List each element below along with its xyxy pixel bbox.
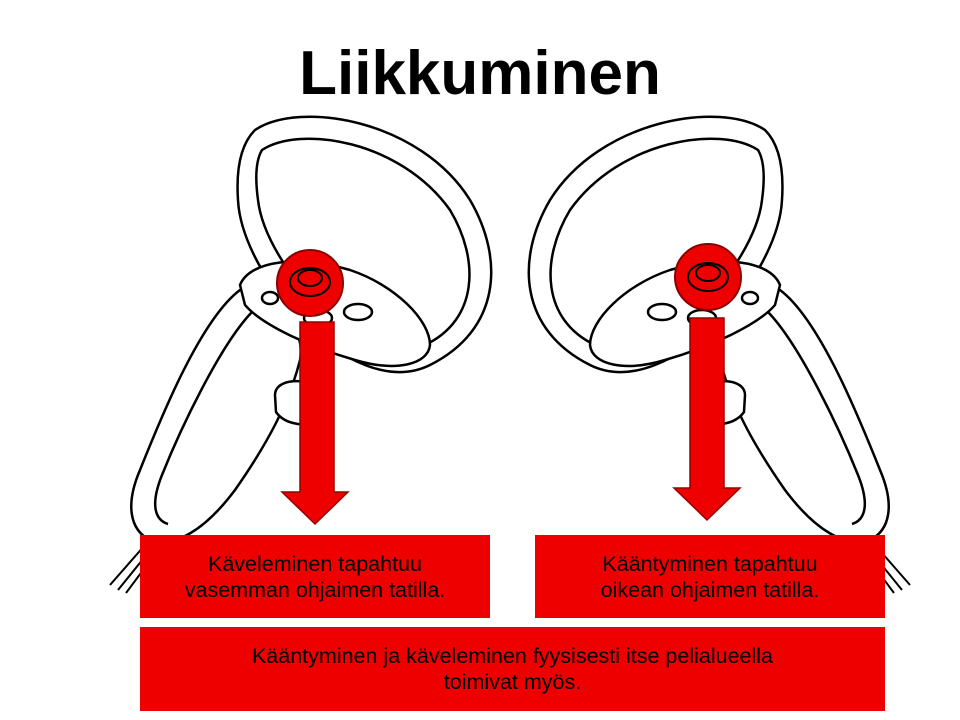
turning-info-line-1: Kääntyminen tapahtuu <box>602 551 818 576</box>
physical-info-line-2: toimivat myös. <box>443 670 582 694</box>
arrow-down-icon <box>672 317 742 522</box>
left-thumbstick-highlight <box>276 249 344 317</box>
physical-movement-info-box: Kääntyminen ja käveleminen fyysisesti it… <box>140 627 885 711</box>
turning-info-box: Kääntyminen tapahtuu oikean ohjaimen tat… <box>535 535 885 618</box>
arrow-down-icon <box>280 321 350 526</box>
walking-info-line-1: Käveleminen tapahtuu <box>208 551 422 576</box>
walking-info-line-2: vasemman ohjaimen tatilla. <box>184 577 446 602</box>
turning-info-line-2: oikean ohjaimen tatilla. <box>600 577 820 602</box>
physical-info-line-1: Kääntyminen ja käveleminen fyysisesti it… <box>251 644 774 668</box>
right-thumbstick-highlight <box>674 243 742 311</box>
page-title: Liikkuminen <box>299 39 661 108</box>
walking-info-box: Käveleminen tapahtuu vasemman ohjaimen t… <box>140 535 490 618</box>
